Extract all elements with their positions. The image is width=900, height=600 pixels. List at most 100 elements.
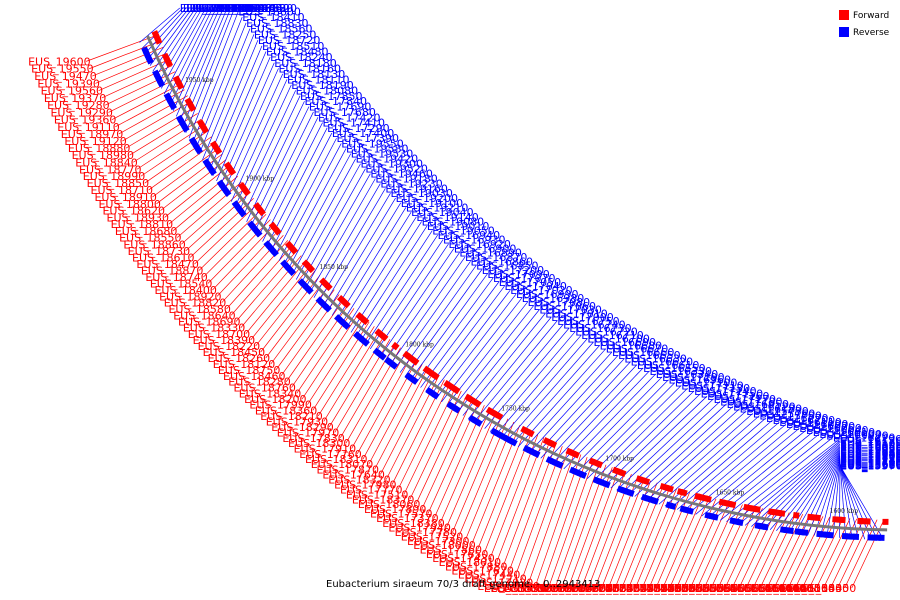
gene-label[interactable]: EUS_16550 bbox=[643, 362, 705, 375]
gene-label[interactable]: EUS_17440 bbox=[458, 568, 520, 581]
gene-label[interactable]: EUS_16000 bbox=[819, 428, 881, 441]
gene-label[interactable]: EUS_19110 bbox=[57, 121, 119, 134]
gene-label[interactable]: EUS_19470 bbox=[34, 70, 96, 83]
gene-label[interactable]: EUS_17790 bbox=[477, 580, 539, 593]
gene-label[interactable]: EUS_18550 bbox=[119, 232, 181, 245]
gene-label[interactable]: EUS_16400 bbox=[737, 582, 799, 595]
gene-label[interactable]: EUS_18510 bbox=[262, 40, 324, 53]
gene-label[interactable]: EUS_16650 bbox=[618, 349, 680, 362]
gene-label[interactable]: EUS_16800 bbox=[667, 582, 729, 595]
gene-label[interactable]: EUS_17210 bbox=[464, 572, 526, 585]
forward-gene-feature[interactable] bbox=[595, 460, 604, 469]
gene-label[interactable]: EUS_15780 bbox=[759, 410, 821, 423]
gene-label[interactable]: EUS_18280 bbox=[228, 376, 290, 389]
reverse-gene-feature[interactable] bbox=[651, 497, 659, 505]
gene-label[interactable]: EUS_17100 bbox=[675, 377, 737, 390]
reverse-gene-feature[interactable] bbox=[361, 338, 370, 347]
gene-label[interactable]: EUS_18470 bbox=[136, 258, 198, 271]
gene-label[interactable]: EUS_17890 bbox=[364, 503, 426, 516]
gene-label[interactable]: EUS_19390 bbox=[37, 77, 99, 90]
forward-gene-feature[interactable] bbox=[839, 516, 846, 524]
gene-label[interactable]: EUS_16920 bbox=[448, 238, 510, 251]
gene-label[interactable]: EUS_17060 bbox=[533, 300, 595, 313]
reverse-gene-feature[interactable] bbox=[827, 531, 834, 539]
gene-label[interactable]: EUS_18520 bbox=[206, 2, 268, 15]
gene-label[interactable]: EUS_18480 bbox=[266, 46, 328, 59]
gene-label[interactable]: EUS_16050 bbox=[840, 441, 900, 454]
gene-label[interactable]: EUS_18640 bbox=[173, 309, 235, 322]
gene-label[interactable]: EUS_15940 bbox=[840, 448, 900, 461]
forward-gene-feature[interactable] bbox=[257, 207, 266, 217]
gene-label[interactable]: EUS_17590 bbox=[639, 582, 701, 595]
gene-label[interactable]: EUS_16870 bbox=[465, 251, 527, 264]
gene-label[interactable]: EUS_16180 bbox=[740, 403, 802, 416]
gene-label[interactable]: EUS_18400 bbox=[154, 284, 216, 297]
gene-label[interactable]: EUS_17530 bbox=[484, 582, 546, 595]
gene-label[interactable]: EUS_18700 bbox=[188, 328, 250, 341]
gene-label[interactable]: EUS_17490 bbox=[625, 582, 687, 595]
gene-label[interactable]: EUS_17780 bbox=[395, 526, 457, 539]
reverse-gene-feature[interactable] bbox=[254, 229, 263, 238]
gene-label[interactable]: EUS_15890 bbox=[840, 451, 900, 464]
gene-label[interactable]: EUS_16900 bbox=[454, 242, 516, 255]
gene-label[interactable]: EUS_18070 bbox=[311, 458, 373, 471]
gene-label[interactable]: EUS_16080 bbox=[840, 439, 900, 452]
forward-gene-feature[interactable] bbox=[778, 509, 786, 517]
gene-label[interactable]: EUS_16170 bbox=[840, 435, 900, 448]
gene-label[interactable]: EUS_18420 bbox=[235, 2, 297, 15]
gene-label[interactable]: EUS_16630 bbox=[624, 352, 686, 365]
gene-label[interactable]: EUS_18260 bbox=[208, 352, 270, 365]
gene-label[interactable]: EUS_17310 bbox=[490, 582, 552, 595]
gene-label[interactable]: EUS_17510 bbox=[346, 488, 408, 501]
reverse-gene-feature[interactable] bbox=[287, 267, 297, 277]
gene-label[interactable]: EUS_17850 bbox=[300, 90, 362, 103]
forward-gene-feature[interactable] bbox=[549, 440, 558, 449]
gene-label[interactable]: EUS_17810 bbox=[530, 582, 592, 595]
gene-label[interactable]: EUS_18200 bbox=[244, 393, 306, 406]
gene-label[interactable]: EUS_17540 bbox=[537, 582, 599, 595]
forward-gene-feature[interactable] bbox=[792, 511, 800, 519]
gene-label[interactable]: EUS_18360 bbox=[255, 404, 317, 417]
gene-label[interactable]: EUS_16700 bbox=[587, 333, 649, 346]
gene-label[interactable]: EUS_18910 bbox=[94, 191, 156, 204]
reverse-gene-feature[interactable] bbox=[602, 480, 611, 489]
gene-label[interactable]: EUS_16640 bbox=[681, 582, 743, 595]
reverse-gene-feature[interactable] bbox=[194, 146, 203, 155]
reverse-gene-feature[interactable] bbox=[579, 471, 587, 479]
gene-label[interactable]: EUS_17920 bbox=[471, 576, 533, 589]
gene-label[interactable]: EUS_19600 bbox=[28, 55, 90, 68]
gene-label[interactable]: EUS_17470 bbox=[605, 582, 667, 595]
forward-gene-feature[interactable] bbox=[273, 227, 282, 236]
gene-label[interactable]: EUS_15760 bbox=[753, 407, 815, 420]
gene-label[interactable]: EUS_18980 bbox=[72, 149, 134, 162]
gene-label[interactable]: EUS_16220 bbox=[833, 431, 895, 444]
reverse-gene-feature[interactable] bbox=[668, 502, 677, 510]
gene-label[interactable]: EUS_18940 bbox=[209, 2, 271, 15]
gene-label[interactable]: EUS_18760 bbox=[233, 382, 295, 395]
gene-label[interactable]: EUS_16710 bbox=[581, 329, 643, 342]
gene-label[interactable]: EUS_18340 bbox=[239, 387, 301, 400]
gene-label[interactable]: EUS_18950 bbox=[202, 2, 264, 15]
reverse-gene-feature[interactable] bbox=[323, 304, 332, 313]
gene-label[interactable]: EUS_17760 bbox=[299, 448, 361, 461]
gene-label[interactable]: EUS_17420 bbox=[318, 111, 380, 124]
gene-label[interactable]: EUS_16200 bbox=[773, 414, 835, 427]
gene-label[interactable]: EUS_18620 bbox=[102, 205, 164, 218]
forward-gene-feature[interactable] bbox=[176, 81, 185, 90]
gene-label[interactable]: EUS_16500 bbox=[709, 582, 771, 595]
gene-label[interactable]: EUS_17160 bbox=[707, 390, 769, 403]
gene-label[interactable]: EUS_19030 bbox=[390, 187, 452, 200]
gene-label[interactable]: EUS_18390 bbox=[193, 334, 255, 347]
gene-label[interactable]: EUS_18990 bbox=[83, 170, 145, 183]
gene-label[interactable]: EUS_16020 bbox=[840, 442, 900, 455]
gene-label[interactable]: EUS_17030 bbox=[539, 304, 601, 317]
gene-label[interactable]: EUS_18750 bbox=[218, 364, 280, 377]
forward-gene-feature[interactable] bbox=[642, 477, 651, 486]
gene-label[interactable]: EUS_17290 bbox=[327, 122, 389, 135]
gene-label[interactable]: EUS_15880 bbox=[780, 582, 842, 595]
forward-gene-feature[interactable] bbox=[680, 489, 688, 497]
gene-label[interactable]: EUS_17870 bbox=[317, 463, 379, 476]
gene-label[interactable]: EUS_16720 bbox=[575, 326, 637, 339]
gene-label[interactable]: EUS_18130 bbox=[283, 68, 345, 81]
gene-label[interactable]: EUS_16410 bbox=[744, 582, 806, 595]
